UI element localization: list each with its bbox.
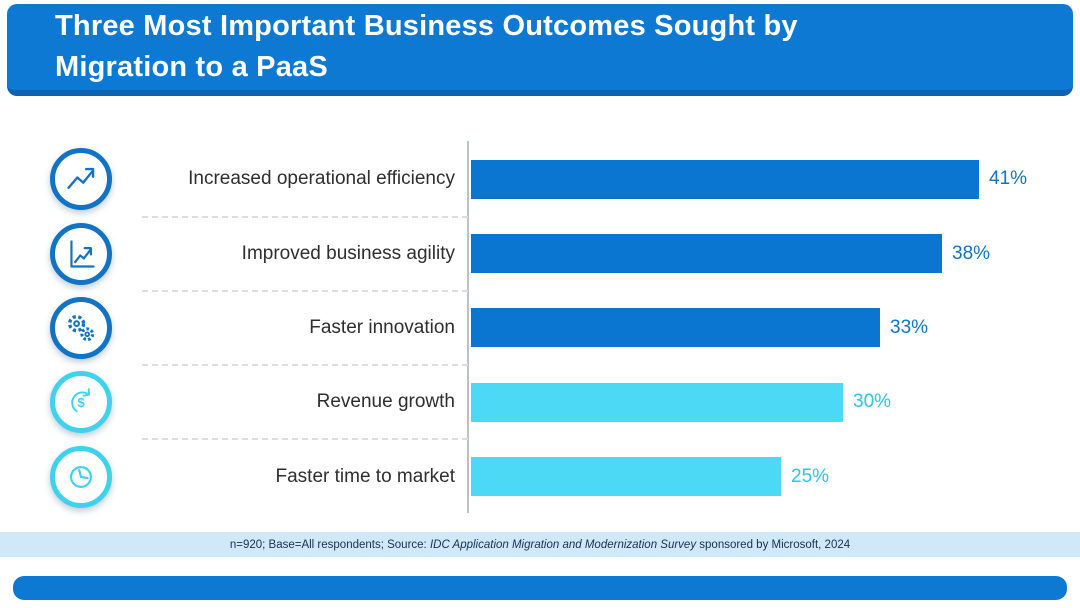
bar-area: 41% [471,159,1028,199]
value-label: 38% [952,242,991,264]
bar [471,159,979,199]
bar [471,457,781,497]
value-label: 30% [853,391,892,413]
chart-rows: Increased operational efficiency 41% Impro… [0,142,1080,514]
gears-icon [50,296,112,359]
svg-text:$: $ [77,395,85,410]
footnote-strip: n=920; Base=All respondents; Source: IDC… [0,532,1080,557]
bottom-accent-bar [13,576,1067,600]
row-separator [142,364,468,366]
growth-chart-icon [50,222,112,285]
footnote-text: n=920; Base=All respondents; Source: IDC… [229,538,851,551]
revenue-cycle-icon: $ [50,371,112,434]
icon-column: $ [0,371,164,434]
bar-area: 25% [471,457,830,497]
clock-icon [50,445,112,508]
header-banner: Three Most Important Business Outcomes S… [7,4,1073,96]
row-separator [142,216,468,218]
bar [471,382,843,422]
bar [471,308,880,348]
category-label: Increased operational efficiency [188,168,455,190]
chart-row: Faster time to market 25% [0,440,1080,514]
chart-row: Improved business agility 38% [0,216,1080,290]
icon-column [0,296,164,359]
category-label: Revenue growth [316,391,455,413]
bar-area: 30% [471,382,892,422]
category-label: Faster innovation [309,316,455,338]
chart-row: $ Revenue growth 30% [0,365,1080,439]
category-label: Faster time to market [275,465,456,487]
row-separator [142,438,468,440]
footnote-source-italic: IDC Application Migration and Modernizat… [429,538,697,551]
trend-up-icon [50,148,112,211]
category-label: Improved business agility [241,242,455,264]
value-label: 41% [989,168,1028,190]
bar-area: 38% [471,234,991,274]
page-title: Three Most Important Business Outcomes S… [55,10,798,83]
icon-column [0,222,164,285]
icon-column [0,445,164,508]
value-label: 25% [791,465,830,487]
icon-column [0,148,164,211]
chart-row: Increased operational efficiency 41% [0,142,1080,216]
bar-area: 33% [471,308,929,348]
chart-row: Faster innovation 33% [0,291,1080,365]
value-label: 33% [890,316,929,338]
bar [471,234,942,274]
row-separator [142,290,468,292]
axis-line [467,141,469,513]
